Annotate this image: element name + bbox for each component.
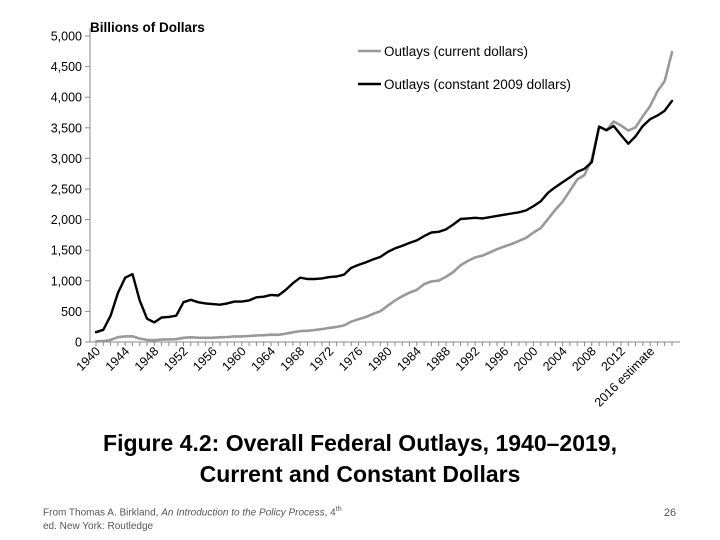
x-tick-label: 1976	[336, 344, 366, 374]
caption-line-1: Figure 4.2: Overall Federal Outlays, 194…	[103, 430, 617, 456]
x-tick-label: 1960	[219, 344, 249, 374]
x-tick-label: 2008	[569, 344, 599, 374]
x-tick-label: 1956	[190, 344, 220, 374]
caption-line-2: Current and Constant Dollars	[199, 461, 521, 487]
y-tick-label: 2,500	[51, 183, 82, 197]
x-tick-label: 1980	[365, 344, 395, 374]
source-citation: From Thomas A. Birkland, An Introduction…	[43, 503, 343, 534]
y-tick-label: 500	[61, 305, 82, 319]
axes-layer: 0 500 1,000 1,500 2,000 2,500 3,000 3,500 4,000 4…	[51, 28, 680, 410]
y-tick-label: 4,000	[51, 91, 82, 105]
y-tick-label: 3,000	[51, 152, 82, 166]
y-tick-label: 4,500	[51, 60, 82, 74]
x-tick-label: 1972	[307, 344, 337, 374]
x-tick-label: 2004	[540, 344, 570, 374]
y-tick-label: 5,000	[51, 30, 82, 44]
x-tick-label: 1952	[161, 344, 191, 374]
x-tick-label: 1948	[132, 344, 162, 374]
y-tick-label: 1,500	[51, 244, 82, 258]
page-number: 26	[663, 507, 677, 519]
y-tick-label: 3,500	[51, 121, 82, 135]
x-tick-label: 1996	[482, 344, 512, 374]
legend-label: Outlays (current dollars)	[384, 44, 528, 59]
source-edition-suffix: th	[335, 506, 342, 513]
source-book-title: An Introduction to the Policy Process	[161, 507, 325, 519]
figure-caption: Figure 4.2: Overall Federal Outlays, 194…	[40, 428, 680, 490]
y-axis-label: Billions of Dollars	[90, 20, 205, 35]
line-chart: 0 500 1,000 1,500 2,000 2,500 3,000 3,500 4,000 4…	[51, 20, 680, 410]
series-layer	[94, 50, 674, 343]
x-tick-label: 2000	[511, 344, 541, 374]
x-tick-label: 1944	[103, 344, 133, 374]
x-tick-label: 1984	[394, 344, 424, 374]
chart-area: 0 500 1,000 1,500 2,000 2,500 3,000 3,500 4,000 4…	[30, 10, 690, 420]
source-edition: , 4	[324, 507, 336, 519]
x-tick-label: 1992	[453, 344, 483, 374]
y-tick-label: 0	[75, 336, 82, 350]
y-tick-label: 1,000	[51, 274, 82, 288]
y-tick-label: 2,000	[51, 213, 82, 227]
x-tick-label: 1968	[278, 344, 308, 374]
x-tick-label: 1988	[424, 344, 454, 374]
legend-label: Outlays (constant 2009 dollars)	[384, 77, 571, 92]
series-line-constant-dollars	[94, 99, 674, 334]
x-tick-label: 1964	[249, 344, 279, 374]
series-line-current-dollars	[94, 50, 674, 343]
source-publisher: ed. New York: Routledge	[43, 521, 154, 533]
legend: Outlays (current dollars) Outlays (consta…	[358, 44, 571, 92]
source-prefix: From Thomas A. Birkland,	[43, 507, 162, 519]
